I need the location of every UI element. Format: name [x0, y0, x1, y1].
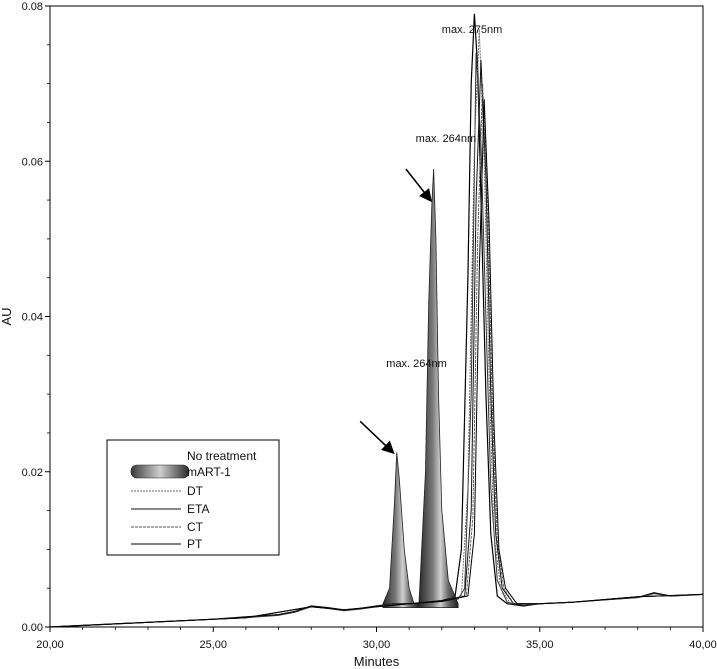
- legend: No treatment mART-1 DT ETA CT PT: [106, 439, 280, 556]
- filled-peaks: [382, 168, 459, 608]
- arrow: [359, 420, 395, 455]
- legend-label: PT: [187, 537, 203, 551]
- legend-swatch-filled: [130, 464, 190, 479]
- peak-annotation: max. 275nm: [442, 24, 503, 36]
- x-tick-label: 30,00: [363, 639, 391, 651]
- peak-annotation: max. 264nm: [386, 358, 447, 370]
- legend-label: DT: [187, 484, 204, 498]
- y-axis-ticks: 0.00 0.02 0.04 0.06 0.08: [22, 1, 50, 634]
- filled-peak-1: [382, 452, 420, 608]
- annotation-arrows: [359, 168, 432, 455]
- x-tick-label: 20,00: [36, 639, 64, 651]
- x-axis-ticks: 20,00 25,00 30,00 35,00 40,00: [36, 627, 717, 651]
- y-tick-label: 0.00: [22, 622, 43, 634]
- x-tick-label: 25,00: [199, 639, 227, 651]
- legend-label: ETA: [187, 502, 209, 516]
- x-tick-label: 35,00: [526, 639, 554, 651]
- legend-label: No treatment: [187, 449, 257, 463]
- legend-label: CT: [187, 520, 204, 534]
- peak-annotation: max. 264nm: [416, 133, 477, 145]
- series-lines: [49, 13, 704, 628]
- y-axis-title: AU: [0, 307, 14, 325]
- series-line-pt: [49, 99, 704, 628]
- y-tick-label: 0.06: [22, 156, 43, 168]
- x-tick-label: 40,00: [689, 639, 717, 651]
- y-tick-label: 0.02: [22, 467, 43, 479]
- legend-box: [106, 439, 280, 556]
- legend-label: mART-1: [187, 465, 231, 479]
- peak-annotations: max. 264nm max. 264nm max. 275nm: [386, 24, 502, 370]
- y-tick-label: 0.04: [22, 312, 43, 324]
- arrow: [405, 168, 432, 203]
- filled-peak-2: [418, 168, 459, 608]
- y-tick-label: 0.08: [22, 1, 43, 13]
- x-axis-title: Minutes: [354, 654, 400, 669]
